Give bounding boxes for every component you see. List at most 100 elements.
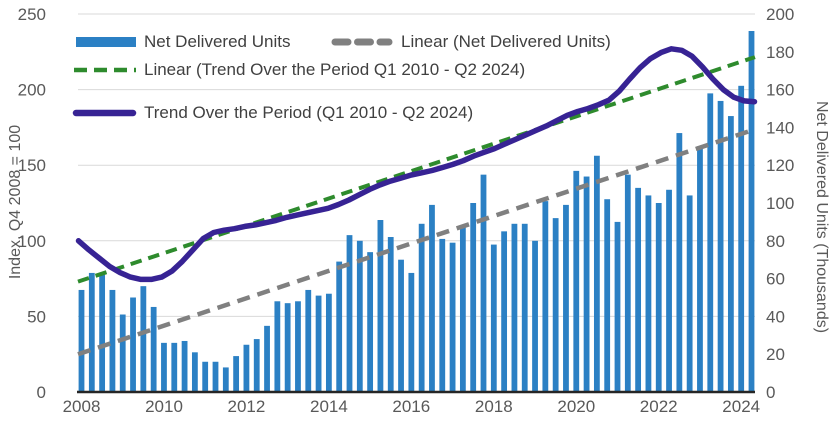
bar bbox=[109, 289, 116, 392]
bar bbox=[315, 295, 322, 392]
bar-series-swatch-icon bbox=[76, 37, 136, 47]
y-right-tick-label: 40 bbox=[766, 307, 785, 326]
bar bbox=[604, 199, 611, 392]
y-right-tick-label: 60 bbox=[766, 270, 785, 289]
y-right-tick-label: 20 bbox=[766, 345, 785, 364]
legend-item-trend: Trend Over the Period (Q1 2010 - Q2 2024… bbox=[72, 103, 473, 123]
x-tick-label: 2012 bbox=[227, 397, 265, 416]
x-tick-label: 2008 bbox=[63, 397, 101, 416]
bar bbox=[171, 342, 178, 392]
bar bbox=[635, 187, 642, 392]
bar bbox=[459, 225, 466, 392]
left-axis-title: Index, Q4 2008 = 100 bbox=[7, 124, 24, 280]
bar bbox=[78, 289, 85, 392]
bar bbox=[140, 286, 147, 392]
bar bbox=[624, 174, 631, 392]
bar bbox=[707, 93, 714, 392]
bar bbox=[346, 235, 353, 392]
green-dash-swatch-icon bbox=[74, 67, 136, 73]
trend-line-swatch-icon bbox=[72, 109, 137, 117]
bar bbox=[727, 116, 734, 392]
bar bbox=[429, 204, 435, 392]
bar bbox=[191, 352, 198, 392]
y-right-tick-label: 80 bbox=[766, 232, 785, 251]
bar bbox=[295, 301, 301, 392]
linear-net-delivered-line bbox=[77, 127, 756, 357]
bar bbox=[274, 301, 281, 392]
bar bbox=[356, 240, 363, 392]
bar bbox=[377, 220, 384, 392]
legend-item-net-delivered-units: Net Delivered Units bbox=[75, 32, 290, 52]
bar bbox=[264, 325, 270, 392]
bar bbox=[542, 201, 549, 392]
bar bbox=[573, 170, 580, 392]
x-tick-label: 2020 bbox=[557, 397, 595, 416]
gray-dash-swatch-icon bbox=[331, 38, 393, 46]
bar bbox=[686, 195, 693, 392]
bar bbox=[439, 238, 446, 392]
y-left-tick-label: 250 bbox=[18, 5, 46, 24]
bar bbox=[130, 297, 136, 392]
bar bbox=[161, 342, 167, 392]
bar bbox=[717, 100, 724, 392]
bar bbox=[336, 261, 343, 392]
right-axis-title: Net Delivered Units (Thousands) bbox=[813, 100, 830, 334]
trend-line bbox=[75, 46, 758, 283]
y-left-tick-label: 150 bbox=[18, 156, 46, 175]
y-right-tick-label: 200 bbox=[766, 5, 794, 24]
bar bbox=[253, 339, 260, 392]
bar bbox=[583, 176, 590, 392]
bar bbox=[99, 274, 106, 392]
y-left-tick-label: 50 bbox=[27, 307, 46, 326]
x-tick-label: 2022 bbox=[640, 397, 678, 416]
bar bbox=[748, 31, 755, 392]
bar bbox=[552, 218, 559, 392]
bar bbox=[645, 195, 652, 392]
bar bbox=[408, 272, 415, 392]
x-tick-label: 2018 bbox=[475, 397, 513, 416]
legend-label-linear-trend: Linear (Trend Over the Period Q1 2010 - … bbox=[144, 60, 526, 79]
y-left-tick-label: 100 bbox=[18, 232, 46, 251]
legend-item-linear-trend: Linear (Trend Over the Period Q1 2010 - … bbox=[72, 60, 525, 80]
bar bbox=[387, 237, 394, 392]
y-left-tick-label: 200 bbox=[18, 81, 46, 100]
bar bbox=[697, 146, 703, 392]
x-tick-label: 2016 bbox=[392, 397, 430, 416]
legend-label-net-delivered-units: Net Delivered Units bbox=[144, 32, 291, 51]
bar bbox=[563, 204, 569, 392]
x-tick-label: 2010 bbox=[145, 397, 183, 416]
x-tick-label: 2014 bbox=[310, 397, 348, 416]
y-right-tick-label: 100 bbox=[766, 194, 794, 213]
bar bbox=[398, 259, 404, 392]
bar bbox=[418, 223, 425, 392]
bar bbox=[284, 303, 291, 392]
bar bbox=[88, 272, 95, 392]
bar bbox=[532, 240, 538, 392]
bar bbox=[501, 231, 508, 392]
bar bbox=[367, 252, 374, 392]
legend-label-trend: Trend Over the Period (Q1 2010 - Q2 2024… bbox=[144, 103, 474, 122]
bar bbox=[212, 361, 219, 392]
bar bbox=[480, 174, 487, 392]
bar bbox=[119, 314, 126, 392]
bar bbox=[521, 223, 528, 392]
bar bbox=[325, 293, 332, 392]
bar bbox=[511, 223, 518, 392]
bar bbox=[593, 155, 600, 392]
bar bbox=[222, 367, 229, 392]
legend-label-linear-net-delivered-units: Linear (Net Delivered Units) bbox=[401, 32, 611, 51]
x-tick-label: 2024 bbox=[722, 397, 760, 416]
bar bbox=[233, 356, 240, 392]
linear-trend-line bbox=[77, 55, 756, 284]
bar bbox=[470, 203, 477, 392]
bar bbox=[738, 85, 745, 392]
y-right-tick-label: 180 bbox=[766, 43, 794, 62]
bar bbox=[181, 340, 188, 392]
bar bbox=[666, 189, 672, 392]
y-right-tick-label: 160 bbox=[766, 81, 794, 100]
y-left-tick-label: 0 bbox=[37, 383, 46, 402]
legend-item-linear-net-delivered-units: Linear (Net Delivered Units) bbox=[330, 32, 611, 52]
bar bbox=[449, 242, 456, 392]
